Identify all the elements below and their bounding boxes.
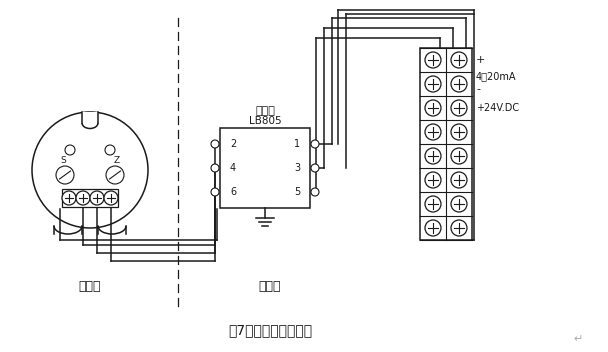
Text: ↵: ↵ — [573, 334, 582, 344]
Circle shape — [451, 220, 467, 236]
Text: 1: 1 — [294, 139, 300, 149]
Bar — [420, 48, 472, 240]
Circle shape — [425, 52, 441, 68]
Circle shape — [56, 166, 74, 184]
Circle shape — [425, 220, 441, 236]
Circle shape — [425, 100, 441, 116]
Text: Z: Z — [114, 156, 120, 165]
Text: 4～20mA: 4～20mA — [476, 71, 517, 81]
Bar — [220, 128, 310, 208]
Circle shape — [425, 148, 441, 164]
Circle shape — [76, 191, 90, 205]
Circle shape — [311, 188, 319, 196]
Circle shape — [425, 124, 441, 140]
Circle shape — [451, 196, 467, 212]
Text: 4: 4 — [230, 163, 236, 173]
Text: LB805: LB805 — [249, 116, 282, 126]
Text: 安全栅: 安全栅 — [255, 106, 275, 116]
Bar — [82, 112, 98, 125]
Circle shape — [311, 140, 319, 148]
Circle shape — [425, 196, 441, 212]
Circle shape — [425, 172, 441, 188]
Text: 危险区: 危险区 — [79, 280, 102, 293]
Text: +: + — [476, 55, 485, 65]
Circle shape — [62, 191, 76, 205]
Circle shape — [211, 140, 219, 148]
Circle shape — [451, 172, 467, 188]
Circle shape — [451, 100, 467, 116]
Text: 2: 2 — [230, 139, 237, 149]
Text: 6: 6 — [230, 187, 236, 197]
Bar — [62, 189, 118, 207]
Circle shape — [451, 124, 467, 140]
Text: 3: 3 — [294, 163, 300, 173]
Circle shape — [32, 112, 148, 228]
Circle shape — [451, 148, 467, 164]
Circle shape — [106, 166, 124, 184]
Circle shape — [211, 188, 219, 196]
Text: 图7本安防爆型接线图: 图7本安防爆型接线图 — [228, 323, 312, 337]
Circle shape — [104, 191, 118, 205]
Text: +24V.DC: +24V.DC — [476, 103, 519, 113]
Circle shape — [425, 76, 441, 92]
Circle shape — [311, 164, 319, 172]
Text: 5: 5 — [294, 187, 300, 197]
Text: S: S — [60, 156, 66, 165]
Circle shape — [90, 191, 104, 205]
Text: 安全区: 安全区 — [259, 280, 282, 293]
Circle shape — [211, 164, 219, 172]
Circle shape — [451, 76, 467, 92]
Circle shape — [451, 52, 467, 68]
Text: -: - — [476, 84, 480, 94]
